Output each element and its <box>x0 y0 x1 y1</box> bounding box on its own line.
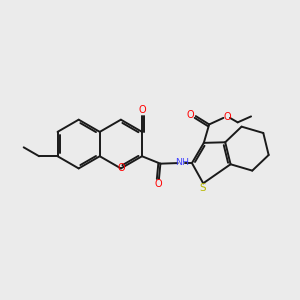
Text: O: O <box>154 179 162 189</box>
Text: O: O <box>187 110 194 120</box>
Text: S: S <box>200 183 206 193</box>
Text: NH: NH <box>175 158 189 167</box>
Text: O: O <box>117 164 125 173</box>
Text: O: O <box>224 112 231 122</box>
Text: O: O <box>138 106 146 116</box>
